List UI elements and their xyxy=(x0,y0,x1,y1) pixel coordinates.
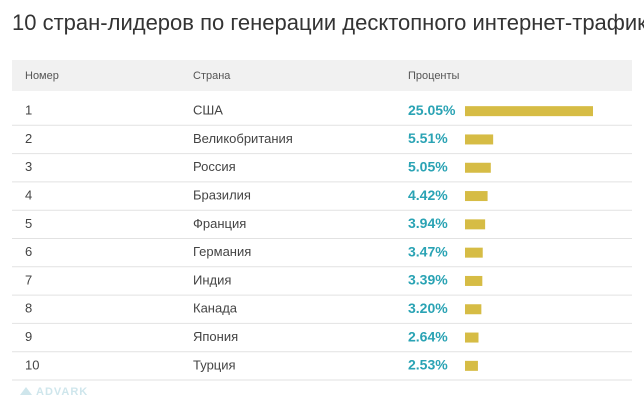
chart-title: 10 стран-лидеров по генерации десктопног… xyxy=(12,10,644,35)
rank: 4 xyxy=(25,187,32,202)
header-band xyxy=(12,60,632,91)
column-header: Номер xyxy=(25,70,59,82)
rank: 10 xyxy=(25,357,39,372)
country: Индия xyxy=(193,272,231,287)
rank: 1 xyxy=(25,103,32,118)
bar xyxy=(465,191,488,202)
bar xyxy=(465,134,494,145)
column-header: Страна xyxy=(193,70,231,82)
country: Россия xyxy=(193,159,236,174)
rank: 3 xyxy=(25,159,32,174)
rank: 6 xyxy=(25,244,32,259)
rank: 7 xyxy=(25,272,32,287)
value-label: 5.05% xyxy=(408,158,448,174)
value-label: 25.05% xyxy=(408,102,456,118)
value-label: 2.53% xyxy=(408,357,448,373)
country: Франция xyxy=(193,216,246,231)
column-header: Проценты xyxy=(408,70,460,82)
value-label: 3.39% xyxy=(408,272,448,288)
logo-icon xyxy=(20,387,32,395)
bar xyxy=(465,162,491,173)
value-label: 3.47% xyxy=(408,243,448,259)
logo: ADVARK xyxy=(20,386,88,398)
country: Германия xyxy=(193,244,251,259)
bar xyxy=(465,304,482,315)
country: Канада xyxy=(193,301,238,316)
value-label: 3.94% xyxy=(408,215,448,231)
bar xyxy=(465,106,593,117)
rank: 2 xyxy=(25,131,32,146)
value-label: 4.42% xyxy=(408,187,448,203)
rank: 9 xyxy=(25,329,32,344)
country: США xyxy=(193,103,223,118)
value-label: 3.20% xyxy=(408,300,448,316)
value-label: 5.51% xyxy=(408,130,448,146)
country: Бразилия xyxy=(193,187,251,202)
bar xyxy=(465,332,479,343)
bar xyxy=(465,247,483,258)
bar xyxy=(465,360,478,371)
rank: 8 xyxy=(25,301,32,316)
bar xyxy=(465,219,486,230)
country: Великобритания xyxy=(193,131,293,146)
logo-text: ADVARK xyxy=(36,386,88,398)
rank: 5 xyxy=(25,216,32,231)
country: Турция xyxy=(193,357,236,372)
value-label: 2.64% xyxy=(408,328,448,344)
bar xyxy=(465,275,483,286)
country: Япония xyxy=(193,329,238,344)
